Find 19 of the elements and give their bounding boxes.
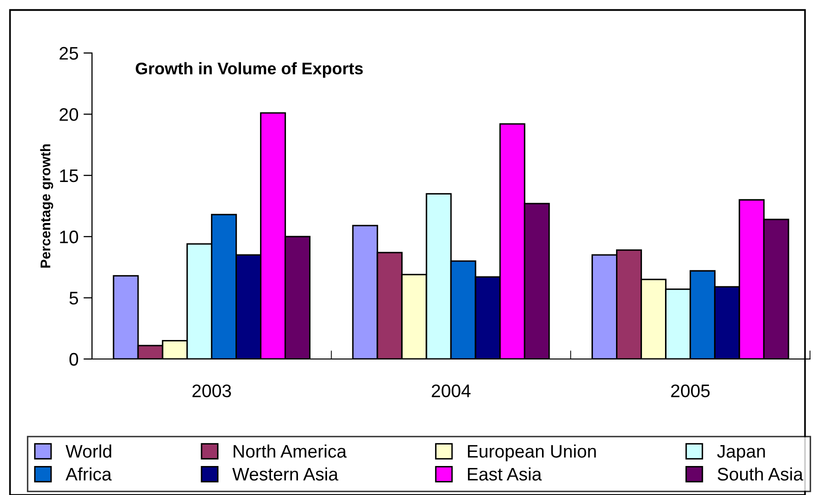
y-tick-label: 0	[69, 352, 78, 366]
legend-label: Africa	[66, 467, 112, 481]
legend-label: East Asia	[468, 467, 542, 481]
x-tick-label: 2004	[432, 384, 471, 398]
legend-label: Japan	[717, 445, 765, 462]
y-tick-label: 25	[60, 46, 78, 60]
x-tick-label: 2003	[192, 384, 231, 398]
y-tick-label: 5	[69, 292, 78, 305]
legend-label: North America	[234, 444, 347, 458]
y-tick-label: 20	[60, 108, 78, 121]
legend-label: European Union	[468, 444, 596, 462]
legend-label: World	[66, 444, 112, 458]
y-tick-label: 10	[60, 230, 78, 244]
legend-label: South Asia	[718, 467, 804, 481]
y-tick-label: 15	[60, 170, 78, 182]
y-axis-title: Percentage growth	[40, 144, 54, 268]
x-tick-label: 2005	[671, 384, 710, 398]
text: Growth in Volume of Exports	[136, 62, 363, 78]
legend-label: Western Asia	[232, 467, 338, 481]
